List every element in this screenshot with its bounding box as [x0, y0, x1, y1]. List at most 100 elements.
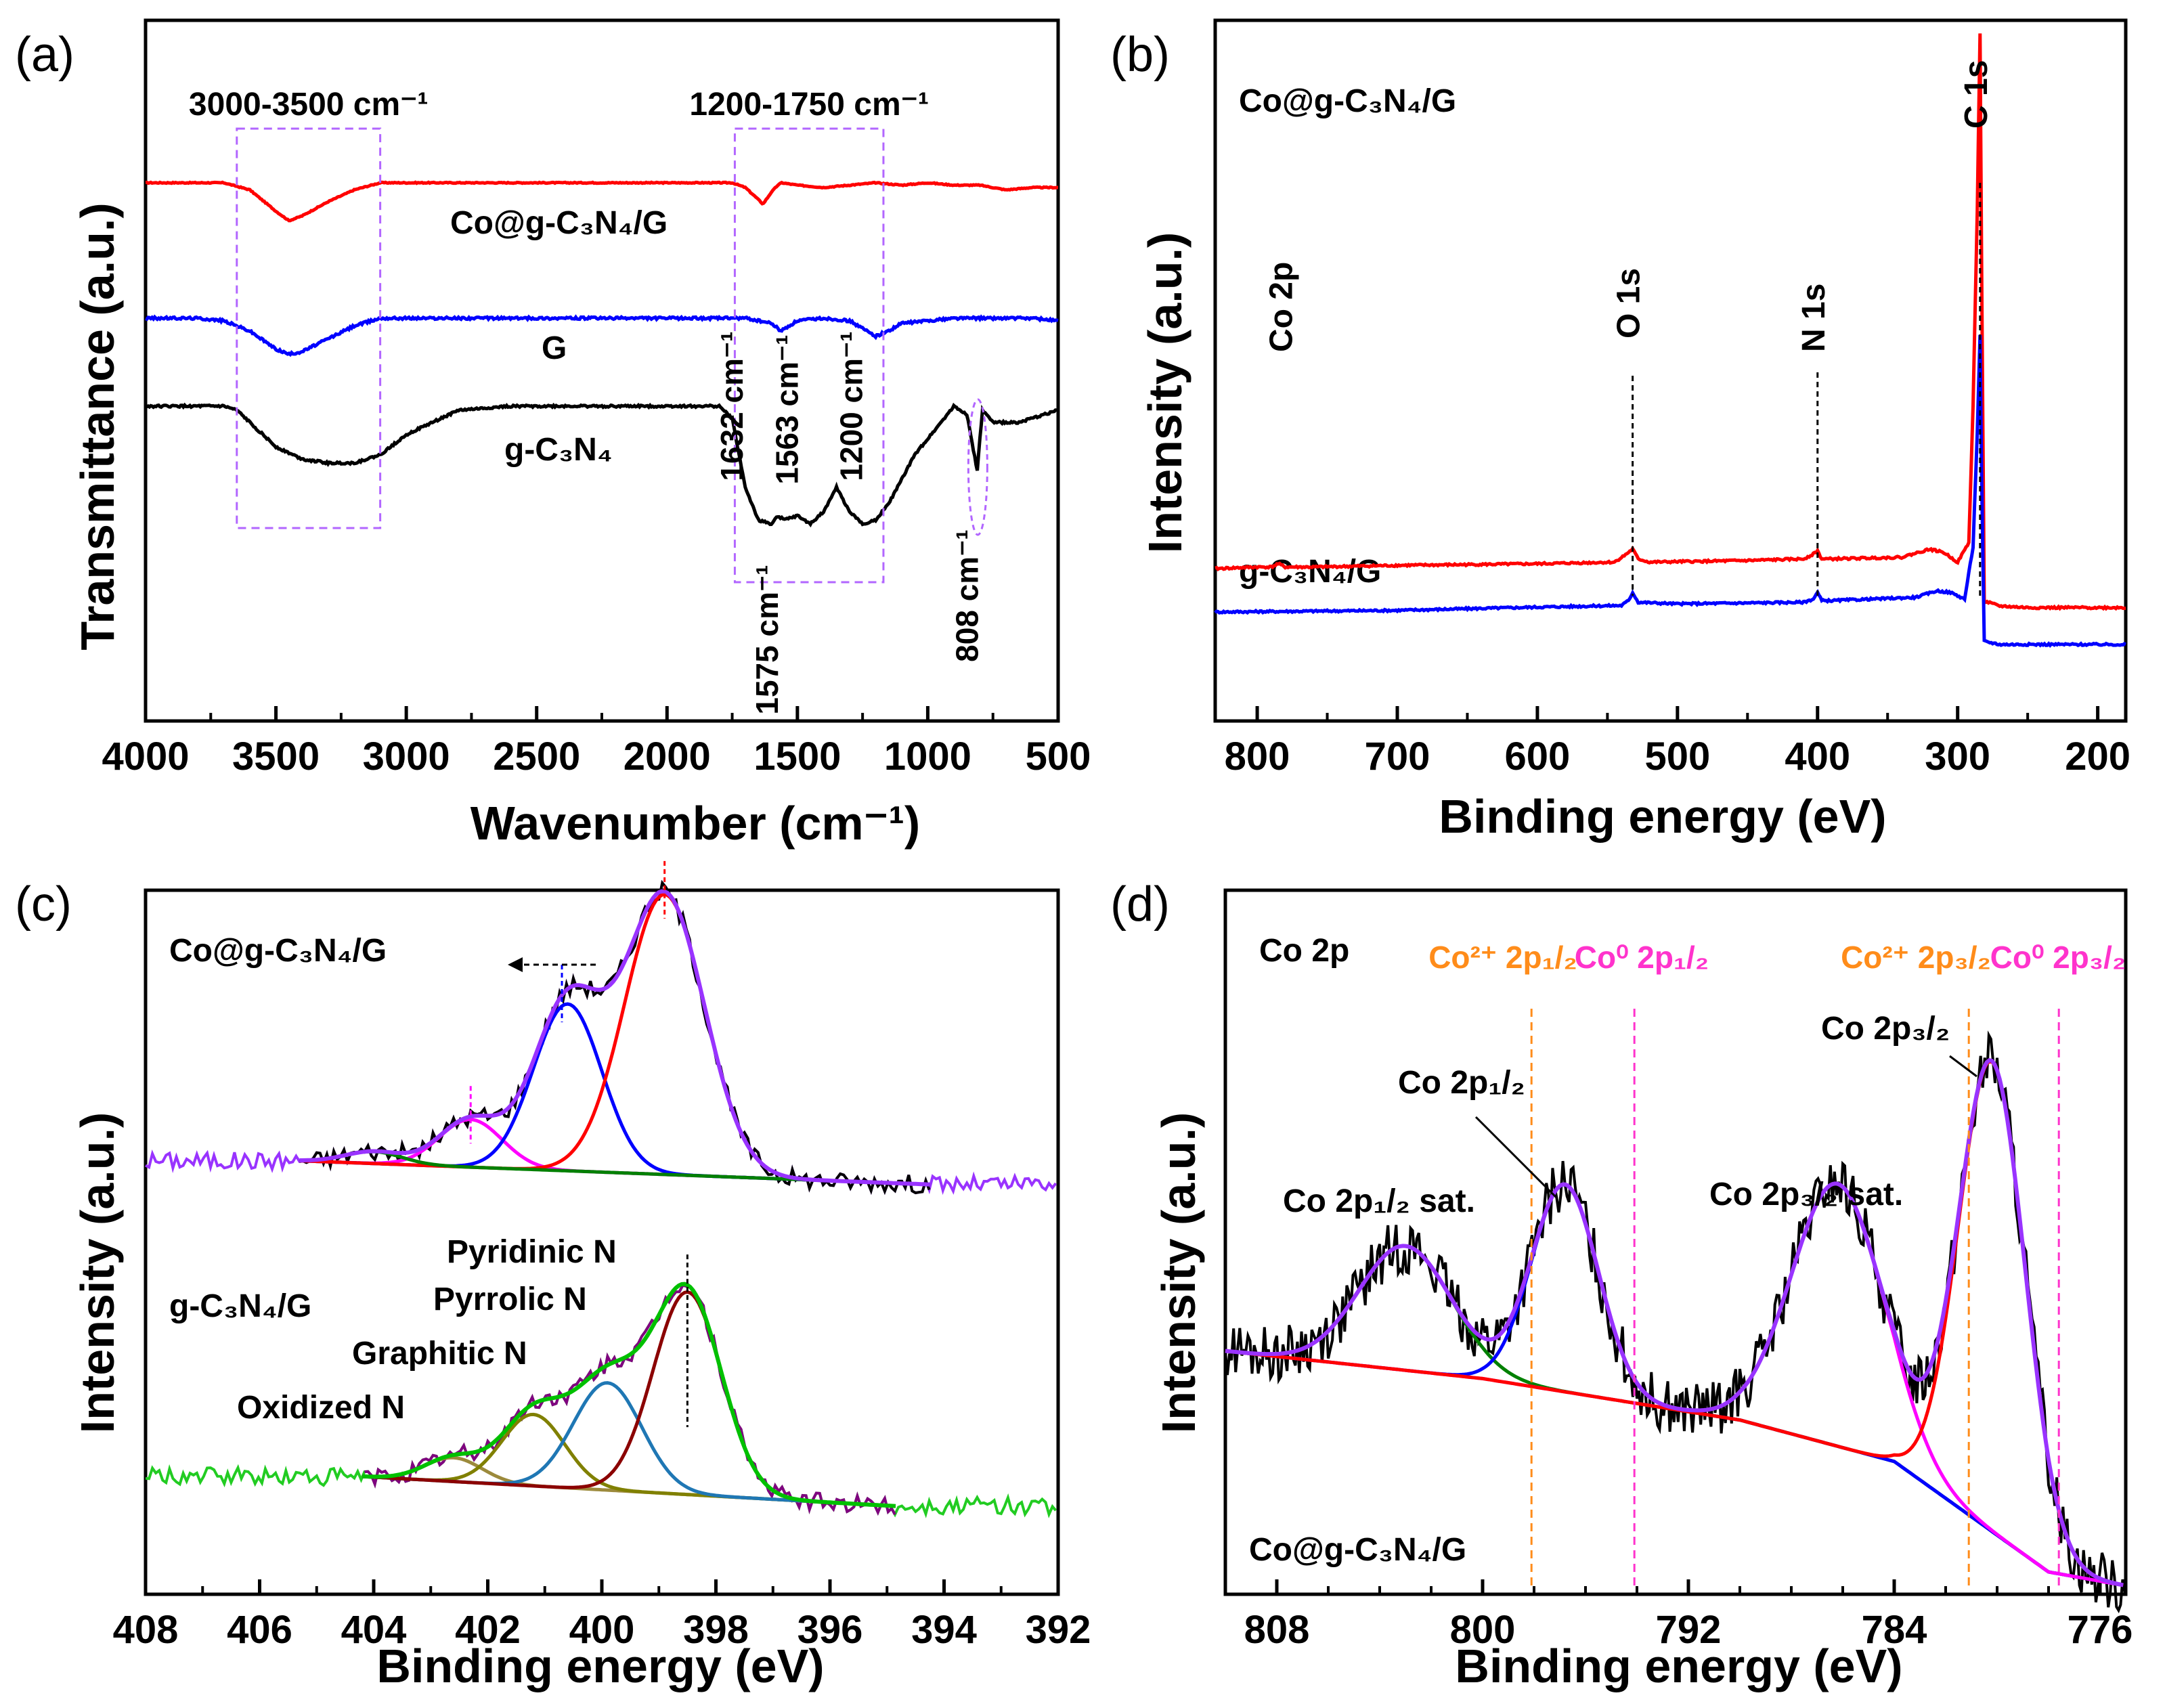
c-ylabel: Intensity (a.u.) [71, 1112, 124, 1433]
a-region-label: 3000-3500 cm⁻¹ [189, 87, 429, 123]
d-xtick-label: 792 [1656, 1608, 1722, 1652]
d-xtick-label: 776 [2068, 1608, 2133, 1652]
a-xtick-label: 3000 [363, 735, 450, 779]
c-envelope [299, 889, 930, 1187]
plot-a: 4000 3500 3000 2500 2000 1500 1000 500 3000-3500… [102, 18, 1091, 779]
c-xtick-label: 398 [683, 1608, 749, 1652]
b-xtick-label: 500 [1644, 735, 1710, 779]
a-label-gcn: g-C₃N₄ [504, 432, 613, 468]
b-series-co [1215, 33, 2126, 611]
b-xtick-label: 600 [1505, 735, 1571, 779]
d-xlabel: Binding energy (eV) [1455, 1640, 1902, 1692]
c-component-label: Oxidized N [237, 1390, 405, 1426]
a-label-co: Co@g-C₃N₄/G [450, 205, 668, 241]
c-xtick-label: 408 [113, 1608, 179, 1652]
d-sample: Co@g-C₃N₄/G [1249, 1532, 1466, 1568]
c-component [299, 892, 930, 1187]
c-envelope [362, 1282, 896, 1508]
d-component-label: Co 2p₁/₂ [1398, 1065, 1525, 1101]
panel-label-a: (a) [15, 28, 74, 82]
d-component-label: Co 2p₁/₂ sat. [1283, 1183, 1475, 1219]
a-peak-label: 1200 cm⁻¹ [833, 331, 869, 481]
c-raw-data [299, 879, 931, 1196]
plot-b: 800 700 600 500 400 300 200 Co 2p O 1s N 1s C 1s [1213, 18, 2130, 779]
a-peak-label: 1632 cm⁻¹ [714, 331, 749, 481]
d-xtick-label: 784 [1862, 1608, 1927, 1652]
d-envelope [1225, 1057, 2124, 1587]
c-component-label: Pyrrolic N [433, 1282, 587, 1317]
a-label-g: G [542, 330, 567, 366]
d-frame [1223, 888, 2128, 1596]
b-peak-label: O 1s [1611, 268, 1647, 338]
d-xtick-label: 800 [1450, 1608, 1516, 1652]
a-region-box [733, 127, 885, 584]
d-component [1225, 1059, 2124, 1587]
b-series-gcn [1214, 334, 2126, 649]
b-xtick-label: 200 [2065, 735, 2130, 779]
a-peak-label: 1575 cm⁻¹ [749, 565, 785, 714]
b-peak-label: C 1s [1959, 60, 1994, 129]
b-frame [1213, 18, 2128, 723]
b-xtick-label: 800 [1225, 735, 1290, 779]
d-ref-label: Co⁰ 2p₃/₂ [1990, 940, 2126, 975]
c-shift-arrowhead [508, 957, 523, 972]
panel-label-b: (b) [1110, 28, 1170, 82]
a-ylabel: Transmittance (a.u.) [71, 202, 124, 650]
a-series-g [145, 314, 1059, 357]
d-raw-data [1224, 1030, 2126, 1614]
a-xtick-label: 1500 [753, 735, 841, 779]
a-xtick-label: 2000 [624, 735, 711, 779]
b-peak-label: N 1s [1796, 284, 1832, 352]
c-xtick-label: 394 [911, 1608, 977, 1652]
c-xtick-label: 404 [341, 1608, 407, 1652]
a-xtick-label: 2500 [493, 735, 580, 779]
c-component-label: Graphitic N [352, 1336, 527, 1372]
a-series-gcn [144, 402, 1059, 528]
a-xlabel: Wavenumber (cm⁻¹) [471, 797, 920, 850]
c-component [299, 1002, 930, 1187]
d-ylabel: Intensity (a.u.) [1152, 1112, 1205, 1433]
a-region-box [236, 127, 382, 529]
b-ylabel: Intensity (a.u.) [1139, 232, 1191, 553]
a-xtick-label: 4000 [102, 735, 189, 779]
d-ref-label: Co⁰ 2p₁/₂ [1575, 940, 1709, 975]
c-label-co: Co@g-C₃N₄/G [169, 933, 387, 969]
b-peak-label: Co 2p [1263, 262, 1299, 352]
a-xtick-label: 3500 [232, 735, 320, 779]
a-frame [144, 18, 1060, 723]
d-ref-label: Co²⁺ 2p₁/₂ [1428, 940, 1577, 975]
b-xtick-label: 400 [1785, 735, 1850, 779]
c-xtick-label: 400 [569, 1608, 635, 1652]
c-xtick-label: 406 [227, 1608, 292, 1652]
panel-label-c: (c) [15, 877, 72, 932]
c-xtick-label: 402 [455, 1608, 521, 1652]
c-xlabel: Binding energy (eV) [376, 1640, 824, 1692]
b-label-gcn: g-C₃N₄/G [1239, 554, 1381, 590]
a-peak-label: 808 cm⁻¹ [949, 529, 984, 662]
b-label-co: Co@g-C₃N₄/G [1239, 83, 1456, 119]
a-peak-label: 1563 cm⁻¹ [770, 334, 805, 484]
b-xlabel: Binding energy (eV) [1439, 790, 1886, 843]
d-pointer [1474, 1116, 1558, 1200]
a-series-co [145, 180, 1059, 223]
c-component-label: Pyridinic N [447, 1234, 617, 1270]
a-region-808 [967, 398, 988, 536]
d-pointer [1949, 1055, 1977, 1078]
panel-label-d: (d) [1110, 877, 1170, 932]
d-ref-label: Co²⁺ 2p₃/₂ [1841, 940, 1991, 975]
d-component-label: Co 2p₃/₂ sat. [1709, 1177, 1903, 1212]
d-component [1225, 1183, 2124, 1587]
d-component [1225, 1181, 2124, 1587]
c-xtick-label: 392 [1026, 1608, 1091, 1652]
d-xtick-label: 808 [1244, 1608, 1310, 1652]
a-region-label: 1200-1750 cm⁻¹ [689, 87, 929, 123]
b-xtick-label: 300 [1925, 735, 1990, 779]
d-component-label: Co 2p₃/₂ [1821, 1011, 1950, 1047]
a-xtick-label: 1000 [884, 735, 971, 779]
c-xtick-label: 396 [797, 1608, 863, 1652]
b-xtick-label: 700 [1365, 735, 1430, 779]
a-xtick-label: 500 [1026, 735, 1091, 779]
c-label-gcn: g-C₃N₄/G [169, 1288, 311, 1324]
